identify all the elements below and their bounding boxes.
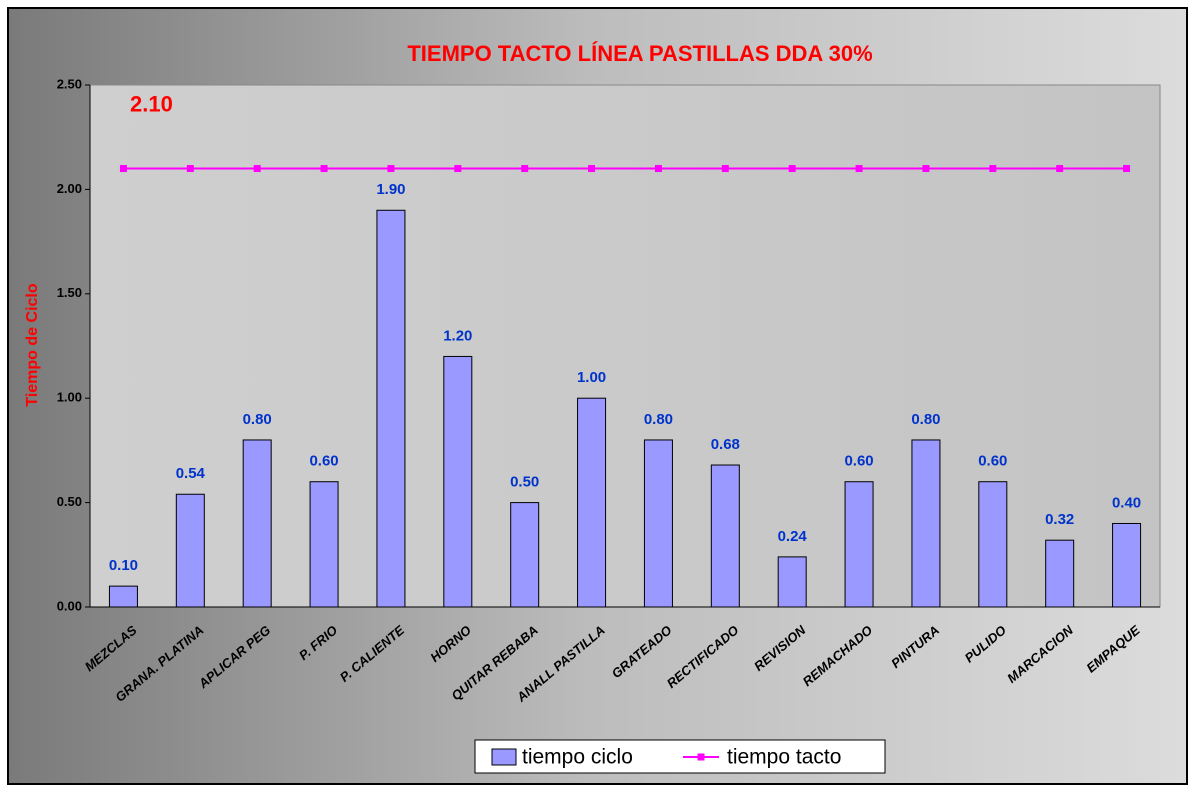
line-marker [989, 165, 997, 173]
bar [309, 481, 339, 608]
bar [443, 355, 473, 608]
legend-label: tiempo ciclo [522, 746, 633, 769]
y-tick-label: 2.00 [57, 181, 82, 196]
data-label: 0.80 [243, 411, 272, 428]
data-label: 0.10 [109, 557, 138, 574]
bar [1045, 539, 1075, 608]
data-label: 0.50 [510, 474, 539, 491]
y-tick-label: 0.50 [57, 494, 82, 509]
legend-swatch [697, 753, 705, 761]
line-marker [855, 165, 863, 173]
bar [577, 397, 607, 608]
data-label: 1.00 [577, 369, 606, 386]
line-marker [320, 165, 328, 173]
line-marker [521, 165, 529, 173]
data-label: 0.68 [711, 436, 740, 453]
bar [242, 439, 272, 608]
chart-title: TIEMPO TACTO LÍNEA PASTILLAS DDA 30% [407, 41, 872, 66]
data-label: 0.40 [1112, 494, 1141, 511]
bar [978, 481, 1008, 608]
data-label: 0.60 [844, 453, 873, 470]
legend [474, 739, 886, 774]
line-marker [788, 165, 796, 173]
data-label: 0.32 [1045, 511, 1074, 528]
line-marker [922, 165, 930, 173]
data-label: 0.60 [309, 453, 338, 470]
line-marker [1123, 165, 1131, 173]
data-label: 0.54 [176, 465, 206, 482]
y-tick-label: 0.00 [57, 598, 82, 613]
line-marker [387, 165, 395, 173]
line-marker [253, 165, 261, 173]
bar [643, 439, 673, 608]
data-label: 0.24 [778, 528, 808, 545]
bar [175, 493, 205, 608]
y-tick-label: 1.00 [57, 390, 82, 405]
line-marker [1056, 165, 1064, 173]
data-label: 1.90 [376, 181, 405, 198]
bar [911, 439, 941, 608]
line-marker [119, 165, 127, 173]
bar [777, 556, 807, 608]
data-label: 1.20 [443, 327, 472, 344]
bar [710, 464, 740, 608]
y-tick-label: 1.50 [57, 285, 82, 300]
y-tick-label: 2.50 [57, 76, 82, 91]
legend-label: tiempo tacto [727, 746, 841, 769]
y-axis-label: Tiempo de Ciclo [24, 283, 41, 407]
data-label: 0.60 [978, 453, 1007, 470]
bar [1112, 522, 1142, 608]
line-marker [186, 165, 194, 173]
line-marker [454, 165, 462, 173]
bar [844, 481, 874, 608]
line-marker [654, 165, 662, 173]
bar [510, 502, 540, 608]
line-marker [721, 165, 729, 173]
data-label: 0.80 [911, 411, 940, 428]
data-label: 2.10 [130, 91, 173, 116]
data-label: 0.80 [644, 411, 673, 428]
bar [376, 209, 406, 608]
legend-swatch [491, 748, 517, 766]
bar [108, 585, 138, 608]
line-marker [588, 165, 596, 173]
